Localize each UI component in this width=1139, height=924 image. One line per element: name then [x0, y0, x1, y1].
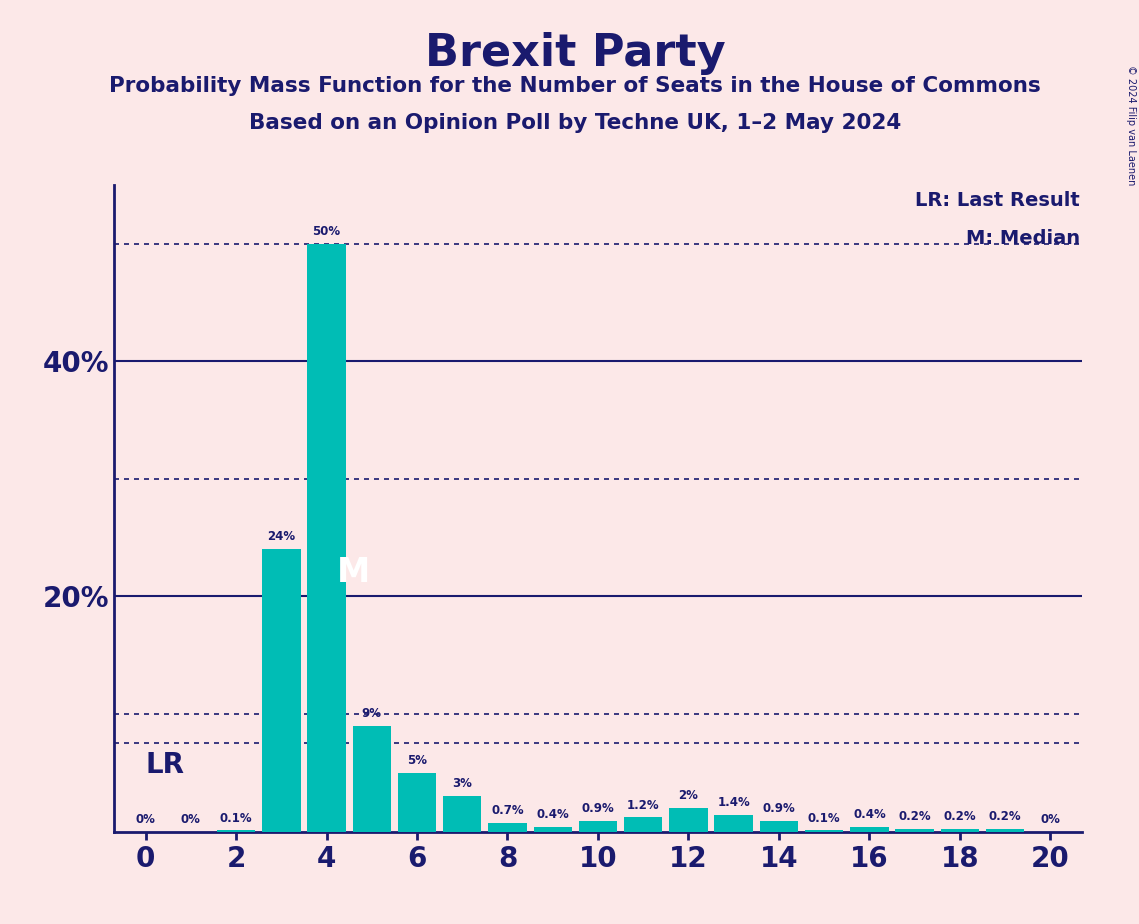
Bar [398, 772, 436, 832]
Bar [760, 821, 798, 832]
Text: 0.1%: 0.1% [808, 811, 841, 824]
Bar [579, 821, 617, 832]
Text: 5%: 5% [407, 754, 427, 767]
Text: 0%: 0% [181, 813, 200, 826]
Text: M: M [337, 556, 370, 590]
Text: 50%: 50% [312, 225, 341, 237]
Text: LR: LR [146, 750, 185, 779]
Bar [941, 829, 980, 832]
Text: 0.9%: 0.9% [763, 802, 795, 815]
Text: Brexit Party: Brexit Party [425, 32, 726, 76]
Bar [489, 823, 526, 832]
Text: 3%: 3% [452, 777, 473, 790]
Text: © 2024 Filip van Laenen: © 2024 Filip van Laenen [1125, 65, 1136, 185]
Text: 0.9%: 0.9% [582, 802, 614, 815]
Text: LR: Last Result: LR: Last Result [915, 190, 1080, 210]
Text: 2%: 2% [679, 789, 698, 802]
Text: Probability Mass Function for the Number of Seats in the House of Commons: Probability Mass Function for the Number… [109, 76, 1041, 96]
Bar [533, 827, 572, 832]
Text: 0.2%: 0.2% [989, 810, 1022, 823]
Text: 1.4%: 1.4% [718, 796, 751, 809]
Bar [670, 808, 707, 832]
Bar [714, 815, 753, 832]
Bar [262, 550, 301, 832]
Text: 0.2%: 0.2% [943, 810, 976, 823]
Text: 0%: 0% [136, 813, 156, 826]
Text: 0.4%: 0.4% [536, 808, 570, 821]
Text: 0.2%: 0.2% [899, 810, 931, 823]
Bar [308, 244, 346, 832]
Bar [443, 796, 482, 832]
Bar [895, 829, 934, 832]
Bar [850, 827, 888, 832]
Text: 0.1%: 0.1% [220, 811, 253, 824]
Text: 0.4%: 0.4% [853, 808, 886, 821]
Bar [805, 831, 843, 832]
Bar [353, 725, 391, 832]
Bar [624, 818, 663, 832]
Bar [986, 829, 1024, 832]
Text: 0.7%: 0.7% [491, 805, 524, 818]
Text: M: Median: M: Median [966, 229, 1080, 249]
Text: 9%: 9% [362, 707, 382, 720]
Text: 1.2%: 1.2% [626, 798, 659, 811]
Bar [216, 831, 255, 832]
Text: 24%: 24% [268, 530, 295, 543]
Text: 0%: 0% [1040, 813, 1060, 826]
Text: Based on an Opinion Poll by Techne UK, 1–2 May 2024: Based on an Opinion Poll by Techne UK, 1… [249, 113, 901, 133]
